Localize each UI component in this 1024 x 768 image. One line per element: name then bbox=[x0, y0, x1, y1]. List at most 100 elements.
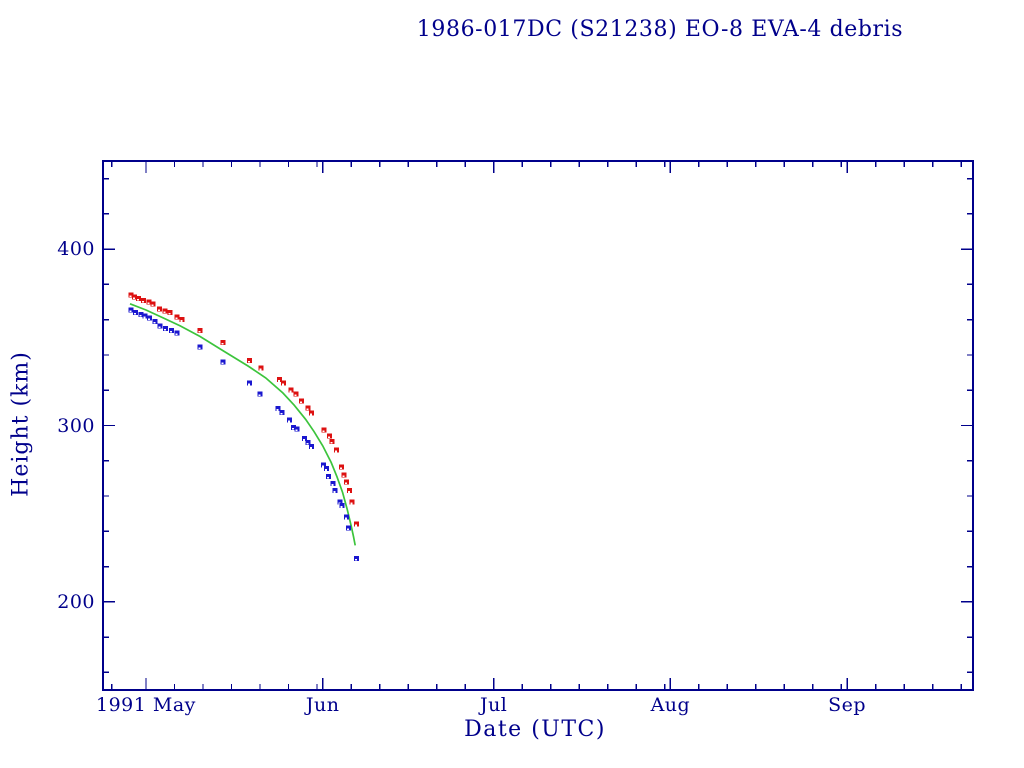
apogee-height-point bbox=[280, 380, 286, 386]
perigee-height-point bbox=[142, 313, 148, 319]
marker-notch bbox=[309, 447, 312, 449]
perigee-height-point bbox=[133, 310, 139, 316]
marker-notch bbox=[259, 368, 262, 371]
marker-notch bbox=[306, 442, 309, 445]
marker-notch bbox=[281, 383, 284, 386]
marker-notch bbox=[175, 317, 178, 320]
plot-frame bbox=[102, 160, 974, 691]
perigee-height-point bbox=[169, 327, 175, 333]
x-tick-label: 1991 May bbox=[96, 694, 196, 716]
perigee-height-point bbox=[308, 444, 314, 450]
perigee-height-point bbox=[247, 380, 253, 386]
apogee-height-point bbox=[141, 297, 147, 303]
marker-notch bbox=[175, 333, 178, 335]
marker-notch bbox=[153, 322, 156, 324]
marker-notch bbox=[346, 528, 349, 530]
apogee-height-point bbox=[179, 317, 185, 323]
marker-notch bbox=[258, 394, 261, 396]
apogee-height-point bbox=[339, 464, 344, 470]
apogee-height-point bbox=[344, 479, 350, 485]
marker-notch bbox=[322, 430, 325, 432]
perigee-height-point bbox=[152, 319, 158, 324]
marker-notch bbox=[345, 482, 348, 484]
marker-notch bbox=[348, 491, 350, 493]
apogee-height-point bbox=[150, 301, 156, 307]
perigee-height-point bbox=[220, 359, 226, 365]
perigee-height-point bbox=[146, 315, 152, 321]
y-tick-label: 300 bbox=[57, 414, 95, 437]
marker-notch bbox=[325, 469, 328, 471]
y-tick-label: 200 bbox=[57, 590, 95, 613]
perigee-height-point bbox=[174, 330, 180, 336]
perigee-height-point bbox=[324, 466, 330, 472]
perigee-height-point bbox=[330, 481, 336, 487]
x-tick-label: Jun bbox=[305, 694, 340, 716]
apogee-height-point bbox=[157, 306, 163, 312]
marker-notch bbox=[354, 524, 357, 527]
marker-notch bbox=[163, 329, 166, 331]
apogee-height-point bbox=[146, 299, 152, 305]
marker-notch bbox=[277, 380, 280, 382]
marker-notch bbox=[248, 360, 251, 363]
perigee-height-point bbox=[301, 436, 307, 442]
marker-notch bbox=[321, 465, 324, 468]
marker-notch bbox=[342, 475, 345, 477]
marker-notch bbox=[280, 412, 283, 415]
perigee-height-point bbox=[305, 439, 311, 445]
marker-notch bbox=[292, 427, 295, 430]
marker-notch bbox=[338, 502, 341, 505]
marker-notch bbox=[306, 408, 309, 410]
apogee-height-point bbox=[174, 314, 180, 320]
marker-notch bbox=[134, 313, 137, 315]
apogee-height-point bbox=[305, 405, 311, 411]
marker-notch bbox=[350, 502, 353, 505]
marker-notch bbox=[300, 401, 303, 403]
marker-notch bbox=[345, 517, 348, 520]
x-tick-label: Sep bbox=[828, 694, 867, 716]
marker-notch bbox=[142, 300, 145, 303]
apogee-height-point bbox=[341, 472, 347, 478]
marker-notch bbox=[137, 299, 140, 301]
apogee-height-point bbox=[136, 296, 142, 301]
x-tick-label: Aug bbox=[650, 694, 691, 716]
marker-notch bbox=[326, 477, 329, 479]
fit-line-path bbox=[129, 303, 357, 546]
perigee-height-point bbox=[275, 406, 281, 412]
apogee-height-point bbox=[247, 357, 253, 363]
marker-notch bbox=[340, 506, 343, 508]
marker-notch bbox=[354, 559, 357, 561]
marker-notch bbox=[309, 413, 312, 416]
apogee-height-point bbox=[162, 308, 168, 314]
apogee-height-point bbox=[293, 391, 299, 397]
marker-notch bbox=[248, 383, 251, 386]
marker-notch bbox=[158, 309, 161, 312]
marker-notch bbox=[163, 311, 166, 313]
apogee-height-point bbox=[299, 398, 305, 404]
marker-notch bbox=[129, 310, 132, 313]
apogee-height-point bbox=[329, 438, 335, 444]
marker-notch bbox=[295, 429, 298, 432]
marker-notch bbox=[328, 436, 330, 439]
marker-notch bbox=[147, 302, 150, 305]
perigee-height-point bbox=[353, 556, 359, 562]
marker-notch bbox=[288, 420, 291, 423]
perigee-height-point bbox=[287, 417, 293, 423]
perigee-height-point bbox=[339, 503, 345, 509]
fit-line-series bbox=[129, 303, 357, 546]
marker-notch bbox=[180, 320, 183, 322]
marker-notch bbox=[276, 409, 279, 411]
apogee-height-point bbox=[167, 310, 173, 316]
marker-notch bbox=[221, 362, 224, 365]
perigee-height-point bbox=[157, 323, 163, 329]
marker-notch bbox=[294, 394, 297, 396]
perigee-height-point bbox=[345, 525, 351, 531]
apogee-height-point bbox=[347, 488, 352, 494]
marker-notch bbox=[147, 318, 150, 320]
marker-notch bbox=[133, 297, 136, 299]
apogee-height-point bbox=[197, 327, 203, 333]
marker-notch bbox=[221, 343, 224, 345]
marker-notch bbox=[168, 313, 171, 315]
apogee-height-point bbox=[349, 499, 355, 505]
